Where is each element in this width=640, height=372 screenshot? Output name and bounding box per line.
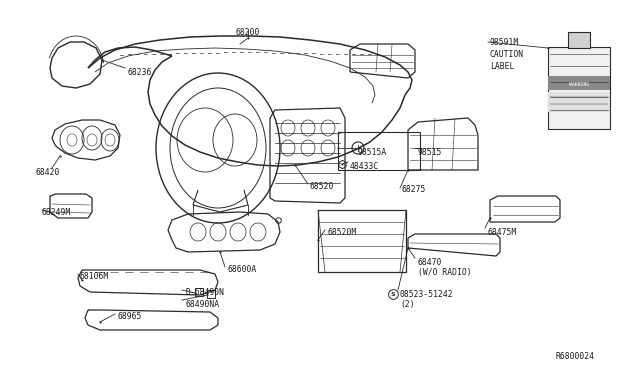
Bar [548,92,610,112]
Text: 98591M: 98591M [490,38,519,47]
Text: WARNING: WARNING [569,81,589,87]
Bar [338,132,420,170]
Text: (2): (2) [400,300,415,309]
Text: 68236: 68236 [128,68,152,77]
Text: 98515: 98515 [418,148,442,157]
Text: S: S [390,292,396,296]
Text: 68470: 68470 [418,258,442,267]
Bar [548,76,610,90]
Text: 48433C: 48433C [350,162,380,171]
Text: 68520: 68520 [310,182,334,191]
Text: 68249M: 68249M [42,208,71,217]
Bar [195,288,203,296]
Text: CAUTION: CAUTION [490,50,524,59]
Text: 68200: 68200 [236,28,260,37]
Text: (W/O RADIO): (W/O RADIO) [418,268,472,277]
Text: 68520M: 68520M [328,228,357,237]
Text: 68106M: 68106M [80,272,109,281]
Text: LABEL: LABEL [490,62,515,71]
Text: 68275: 68275 [402,185,426,194]
Text: 08523-51242: 08523-51242 [400,290,454,299]
Text: D-68490N: D-68490N [185,288,224,297]
Text: 98515A: 98515A [358,148,387,157]
Bar [207,290,215,298]
Bar [318,210,406,272]
Text: 68475M: 68475M [488,228,517,237]
Bar [548,47,610,129]
Text: 68965: 68965 [118,312,142,321]
Text: R6800024: R6800024 [556,352,595,361]
Bar [568,32,590,48]
Text: 68490NA: 68490NA [185,300,219,309]
Text: 68600A: 68600A [228,265,257,274]
Text: 68420: 68420 [35,168,60,177]
